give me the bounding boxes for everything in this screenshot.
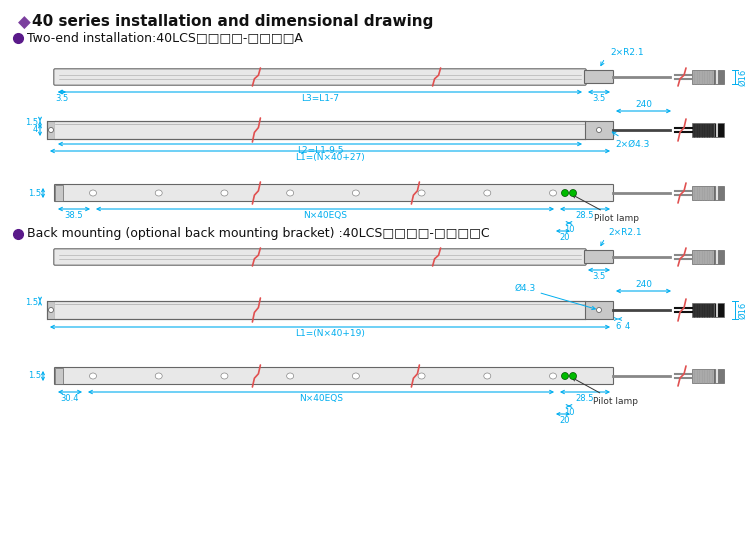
Text: 40 series installation and dimensional drawing: 40 series installation and dimensional d… — [32, 14, 433, 29]
Text: L2=L1-9.5: L2=L1-9.5 — [297, 146, 344, 155]
Ellipse shape — [352, 373, 359, 379]
Ellipse shape — [89, 373, 97, 379]
Bar — [585, 301, 613, 319]
Text: L1=(N×40+19): L1=(N×40+19) — [295, 329, 365, 338]
Text: 1.5: 1.5 — [25, 118, 38, 127]
Text: 20: 20 — [560, 416, 570, 425]
Ellipse shape — [286, 373, 294, 379]
Bar — [714, 186, 724, 200]
Text: 10: 10 — [564, 408, 574, 417]
Bar — [47, 121, 55, 139]
Bar — [692, 369, 714, 383]
Bar — [714, 250, 724, 264]
Text: 4: 4 — [33, 126, 38, 135]
Circle shape — [569, 189, 577, 197]
Ellipse shape — [155, 190, 162, 196]
Text: 240: 240 — [635, 100, 652, 109]
FancyBboxPatch shape — [55, 184, 614, 202]
Text: Ø16: Ø16 — [738, 68, 747, 86]
Circle shape — [596, 307, 602, 312]
Text: 4: 4 — [625, 322, 630, 331]
Text: 2×R2.1: 2×R2.1 — [610, 48, 644, 57]
Text: Ø16: Ø16 — [738, 301, 747, 319]
Circle shape — [569, 372, 577, 379]
Bar — [714, 70, 724, 84]
Ellipse shape — [418, 373, 425, 379]
Text: 2×Ø4.3: 2×Ø4.3 — [612, 132, 650, 149]
Text: ◆: ◆ — [18, 14, 31, 32]
Text: 1.5: 1.5 — [28, 372, 41, 381]
Bar — [692, 186, 714, 200]
Bar — [692, 123, 714, 137]
Text: 3.5: 3.5 — [56, 94, 69, 103]
Text: 10: 10 — [564, 225, 574, 234]
Circle shape — [49, 307, 53, 312]
Ellipse shape — [221, 190, 228, 196]
Bar — [55, 121, 585, 139]
Text: N×40EQS: N×40EQS — [299, 394, 343, 403]
Text: Two-end installation:40LCS□□□□-□□□□A: Two-end installation:40LCS□□□□-□□□□A — [27, 32, 303, 44]
Bar — [692, 250, 714, 264]
Bar — [585, 121, 613, 139]
Text: N×40EQS: N×40EQS — [303, 211, 347, 220]
Ellipse shape — [352, 190, 359, 196]
Ellipse shape — [155, 373, 162, 379]
Text: Ø4.3: Ø4.3 — [514, 284, 596, 310]
Text: 3.5: 3.5 — [592, 272, 606, 281]
Ellipse shape — [418, 190, 425, 196]
Text: Pilot lamp: Pilot lamp — [572, 195, 639, 223]
Circle shape — [562, 189, 568, 197]
Ellipse shape — [221, 373, 228, 379]
Ellipse shape — [550, 190, 556, 196]
Text: 6: 6 — [615, 322, 620, 331]
Text: Back mounting (optional back mounting bracket) :40LCS□□□□-□□□□C: Back mounting (optional back mounting br… — [27, 228, 490, 240]
FancyBboxPatch shape — [54, 249, 586, 265]
Ellipse shape — [484, 373, 490, 379]
Bar — [55, 301, 585, 319]
Text: L1=(N×40+27): L1=(N×40+27) — [295, 153, 364, 162]
Bar — [47, 301, 55, 319]
Text: 1.5: 1.5 — [28, 188, 41, 197]
Ellipse shape — [286, 190, 294, 196]
Text: 3.5: 3.5 — [592, 94, 606, 103]
Text: 38.5: 38.5 — [64, 211, 83, 220]
Text: 1.5: 1.5 — [25, 298, 38, 307]
Circle shape — [562, 372, 568, 379]
FancyBboxPatch shape — [584, 250, 614, 264]
Text: 28.5: 28.5 — [576, 394, 594, 403]
Bar — [714, 123, 724, 137]
Ellipse shape — [484, 190, 490, 196]
Bar — [692, 303, 714, 317]
FancyBboxPatch shape — [55, 367, 614, 384]
Text: 2×R2.1: 2×R2.1 — [608, 228, 641, 237]
FancyBboxPatch shape — [584, 70, 614, 84]
Text: 240: 240 — [635, 280, 652, 289]
Text: L3=L1-7: L3=L1-7 — [301, 94, 339, 103]
Bar — [692, 70, 714, 84]
Text: 30.4: 30.4 — [61, 394, 80, 403]
Text: 20: 20 — [560, 233, 570, 242]
Text: Pilot lamp: Pilot lamp — [572, 378, 638, 406]
Circle shape — [596, 127, 602, 132]
Bar — [714, 303, 724, 317]
Circle shape — [49, 127, 53, 132]
Text: 28.5: 28.5 — [576, 211, 594, 220]
FancyBboxPatch shape — [54, 69, 586, 85]
Bar — [55, 185, 63, 201]
Ellipse shape — [89, 190, 97, 196]
Bar — [55, 368, 63, 384]
Ellipse shape — [550, 373, 556, 379]
Bar — [714, 369, 724, 383]
